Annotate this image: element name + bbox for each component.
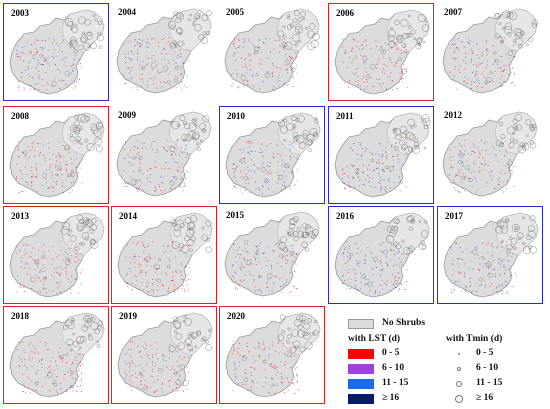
region-map-2003	[9, 9, 105, 95]
tmin-symbol-11-15	[456, 381, 462, 387]
region-map-2020	[225, 312, 321, 398]
region-map-2014	[117, 212, 213, 298]
year-label: 2018	[11, 311, 29, 321]
tmin-label-11-15: 11 - 15	[476, 378, 503, 388]
year-label: 2008	[11, 111, 29, 121]
year-label: 2007	[444, 7, 462, 17]
lst-legend-title: with LST (d)	[348, 334, 401, 344]
year-label: 2011	[336, 111, 354, 121]
map-panel-2018: 2018	[3, 306, 109, 404]
map-panel-2007: 2007	[437, 3, 543, 101]
region-map-2010	[225, 112, 321, 198]
tmin-label-6-10: 6 - 10	[476, 363, 499, 373]
lst-swatch-0-5	[348, 349, 374, 359]
lst-label-6-10: 6 - 10	[382, 363, 405, 373]
map-panel-2014: 2014	[111, 206, 217, 304]
lst-swatch-11-15	[348, 379, 374, 389]
tmin-symbol-6-10	[457, 367, 461, 371]
region-map-2017	[443, 212, 539, 298]
legend: No Shrubs with LST (d) with Tmin (d) 0 -…	[342, 316, 542, 406]
year-label: 2004	[118, 7, 136, 17]
map-panel-2009: 2009	[111, 106, 217, 204]
lst-label-16-plus: ≥ 16	[382, 393, 400, 403]
region-map-2015	[224, 211, 320, 297]
year-label: 2016	[336, 211, 354, 221]
region-map-2016	[334, 212, 430, 298]
map-panel-2015: 2015	[219, 206, 325, 304]
region-map-2009	[116, 111, 212, 197]
map-panel-2013: 2013	[3, 206, 109, 304]
no-shrubs-label: No Shrubs	[382, 318, 426, 328]
year-label: 2015	[226, 210, 244, 220]
map-panel-2011: 2011	[328, 106, 434, 204]
map-panel-2017: 2017	[437, 206, 543, 304]
region-map-2008	[9, 112, 105, 198]
region-map-2012	[442, 111, 538, 197]
region-map-2006	[334, 9, 430, 95]
lst-label-11-15: 11 - 15	[382, 378, 409, 388]
region-map-2018	[9, 312, 105, 398]
year-label: 2006	[336, 8, 354, 18]
map-panel-2005: 2005	[219, 3, 325, 101]
year-label: 2019	[119, 311, 137, 321]
lst-label-0-5: 0 - 5	[382, 348, 400, 358]
region-map-2013	[9, 212, 105, 298]
year-label: 2003	[11, 8, 29, 18]
year-label: 2014	[119, 211, 137, 221]
region-map-2005	[224, 8, 320, 94]
year-label: 2017	[445, 211, 463, 221]
year-label: 2009	[118, 110, 136, 120]
year-label: 2010	[227, 111, 245, 121]
region-map-2011	[334, 112, 431, 198]
tmin-symbol-16-plus	[455, 395, 463, 403]
map-panel-2008: 2008	[3, 106, 109, 204]
region-map-2007	[442, 8, 538, 94]
year-label: 2012	[444, 110, 462, 120]
map-panel-2020: 2020	[219, 306, 325, 404]
tmin-legend-title: with Tmin (d)	[446, 334, 503, 344]
region-map-2019	[117, 312, 213, 398]
map-panel-2004: 2004	[111, 3, 217, 101]
region-map-2004	[116, 8, 212, 94]
map-panel-2003: 2003	[3, 3, 109, 101]
tmin-symbol-0-5	[458, 353, 460, 355]
map-panel-2012: 2012	[437, 106, 543, 204]
map-panel-2010: 2010	[219, 106, 325, 204]
map-panel-2016: 2016	[328, 206, 434, 304]
map-panel-2019: 2019	[111, 306, 217, 404]
tmin-label-16-plus: ≥ 16	[476, 393, 494, 403]
year-label: 2013	[11, 211, 29, 221]
map-panel-2006: 2006	[328, 3, 434, 101]
tmin-label-0-5: 0 - 5	[476, 348, 494, 358]
lst-swatch-6-10	[348, 364, 374, 374]
no-shrubs-swatch	[348, 319, 374, 329]
year-label: 2005	[226, 7, 244, 17]
year-label: 2020	[227, 311, 245, 321]
lst-swatch-16-plus	[348, 394, 374, 404]
